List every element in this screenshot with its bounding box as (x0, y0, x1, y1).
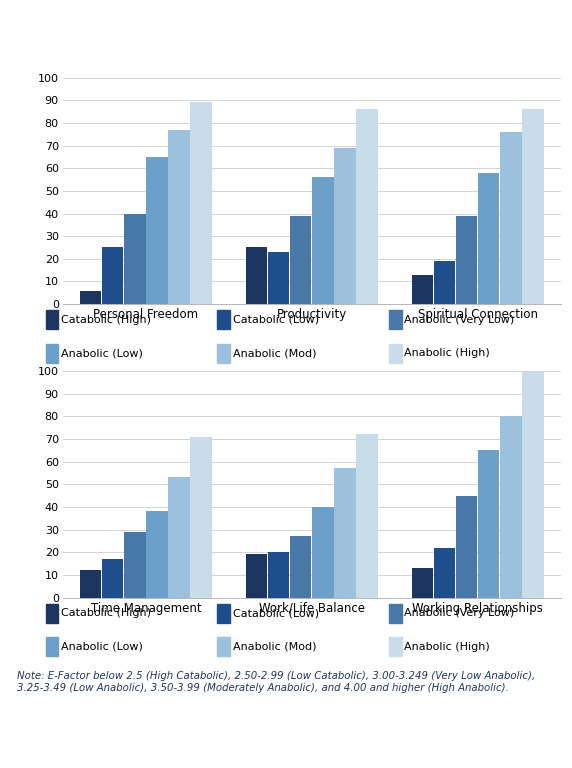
Bar (46, 637, 58, 656)
Text: Catabolic (Low): Catabolic (Low) (233, 315, 319, 325)
Bar (102, 559, 124, 598)
Bar (217, 604, 230, 623)
Bar (500, 416, 522, 598)
Bar (389, 310, 402, 329)
Bar (46, 344, 58, 362)
Bar (80, 571, 101, 598)
Bar (456, 495, 477, 598)
Text: Anabolic (High): Anabolic (High) (404, 641, 490, 651)
Bar (522, 371, 543, 598)
Bar (478, 173, 499, 304)
Bar (522, 109, 543, 304)
Text: Note: E-Factor below 2.5 (High Catabolic), 2.50-2.99 (Low Catabolic), 3.00-3.249: Note: E-Factor below 2.5 (High Catabolic… (17, 671, 535, 693)
Bar (478, 450, 499, 598)
Bar (389, 637, 402, 656)
Text: Anabolic (Low): Anabolic (Low) (61, 641, 143, 651)
Text: Anabolic (Mod): Anabolic (Mod) (233, 641, 316, 651)
Bar (268, 552, 289, 598)
Bar (334, 468, 356, 598)
Bar (168, 478, 190, 598)
Bar (246, 554, 267, 598)
Bar (46, 310, 58, 329)
Text: Anabolic (Very Low): Anabolic (Very Low) (404, 315, 515, 325)
Text: Catabolic (Low): Catabolic (Low) (233, 608, 319, 618)
Bar (290, 216, 311, 304)
Text: Catabolic (High): Catabolic (High) (61, 315, 151, 325)
Bar (434, 261, 455, 304)
Text: (“% Reporting Being “Very” or “Completely” Satisfied): (“% Reporting Being “Very” or “Completel… (100, 51, 472, 65)
Text: Anabolic (High): Anabolic (High) (404, 348, 490, 358)
Bar (217, 310, 230, 329)
Bar (356, 109, 378, 304)
Bar (190, 437, 212, 598)
Text: Figures 2.3 and 2.4:: Figures 2.3 and 2.4: (10, 17, 164, 31)
Text: Catabolic (High): Catabolic (High) (61, 608, 151, 618)
Bar (168, 130, 190, 304)
Bar (412, 568, 433, 598)
Bar (434, 548, 455, 598)
Bar (124, 531, 145, 598)
Bar (334, 147, 356, 304)
Text: Anabolic (Very Low): Anabolic (Very Low) (404, 608, 515, 618)
Bar (146, 157, 168, 304)
Bar (268, 252, 289, 304)
Text: Anabolic (Mod): Anabolic (Mod) (233, 348, 316, 358)
Bar (146, 511, 168, 598)
Text: Work and Life Satisfaction in Relation to E-Factor Level: Work and Life Satisfaction in Relation t… (129, 17, 503, 31)
Text: Anabolic (Low): Anabolic (Low) (61, 348, 143, 358)
Bar (190, 102, 212, 304)
Bar (389, 344, 402, 362)
Bar (456, 216, 477, 304)
Bar (312, 507, 333, 598)
Bar (290, 536, 311, 598)
Bar (124, 214, 145, 304)
Bar (217, 344, 230, 362)
Bar (356, 435, 378, 598)
Bar (246, 247, 267, 304)
Bar (412, 275, 433, 304)
Bar (80, 290, 101, 304)
Bar (46, 604, 58, 623)
Bar (312, 177, 333, 304)
Bar (102, 247, 124, 304)
Bar (500, 132, 522, 304)
Bar (389, 604, 402, 623)
Bar (217, 637, 230, 656)
